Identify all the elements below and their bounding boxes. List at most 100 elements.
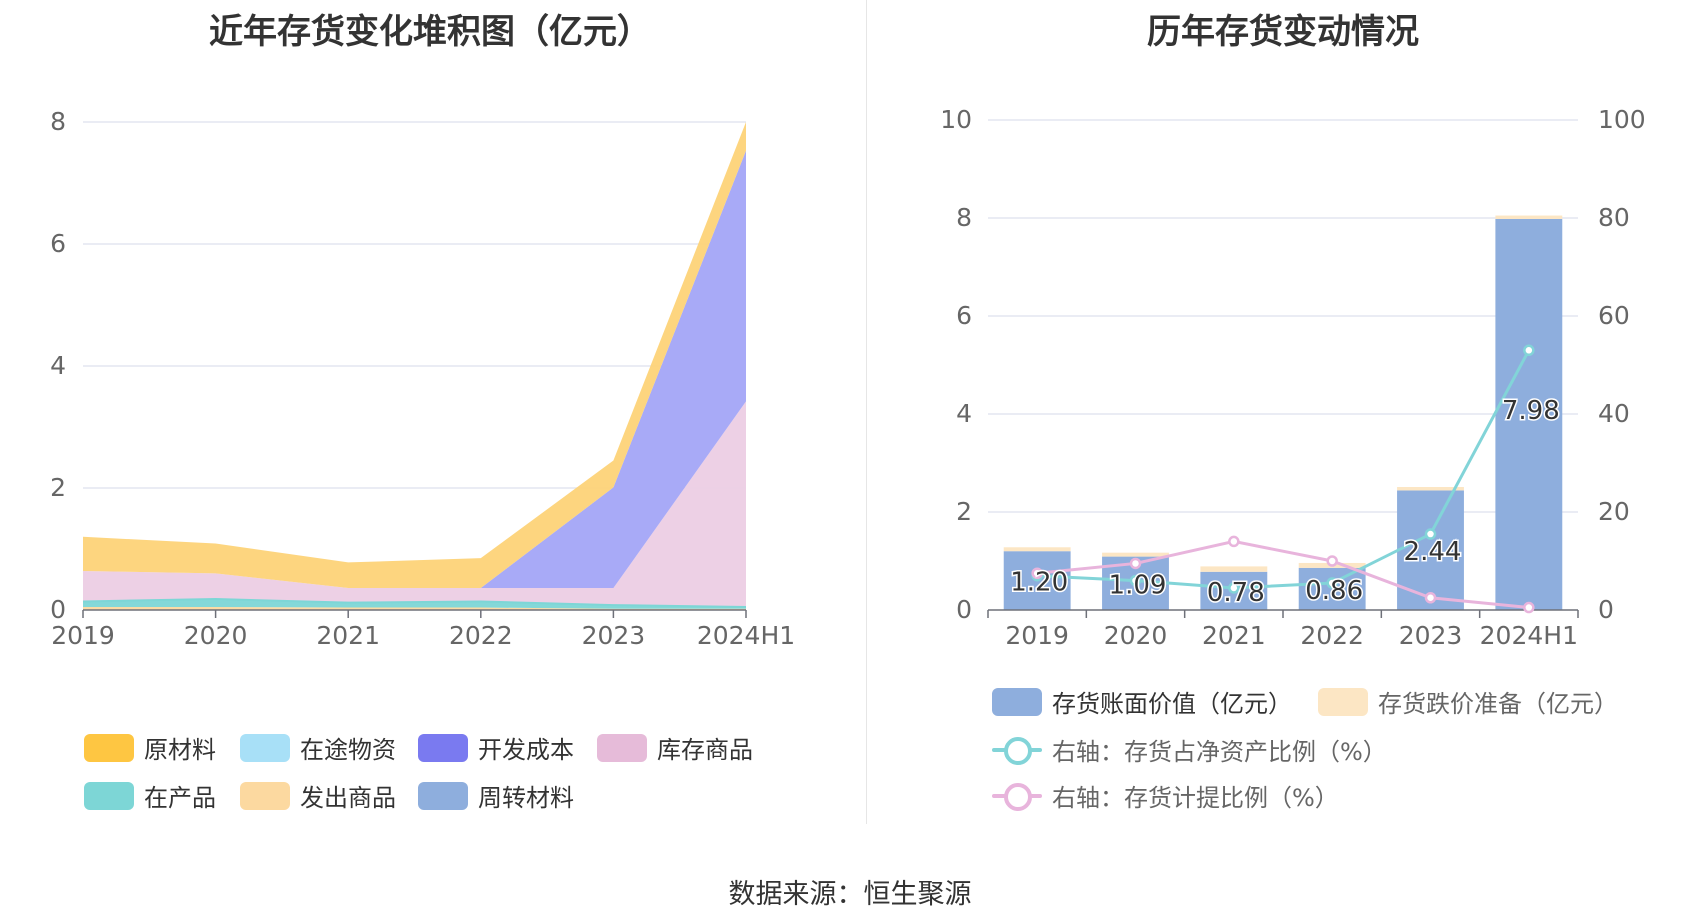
legend-swatch — [240, 733, 290, 762]
bar-value-label: 0.78 — [1207, 578, 1265, 608]
legend-item[interactable]: 发出商品 — [240, 778, 396, 813]
right-x-tick-label: 2020 — [1104, 621, 1168, 650]
legend-swatch — [418, 781, 468, 810]
line-in-product-edge — [82, 598, 747, 608]
line-point-2 — [1031, 567, 1043, 579]
bar-impairment — [1003, 547, 1071, 552]
area-5 — [83, 401, 746, 607]
legend-swatch — [992, 782, 1042, 811]
left-y-tick-label: 4 — [50, 351, 66, 380]
line-point-2 — [1129, 557, 1142, 570]
line-point-1 — [1228, 582, 1240, 594]
legend-swatch — [418, 733, 468, 762]
right-y2-tick-label: 80 — [1598, 203, 1630, 232]
legend-item[interactable]: 在途物资 — [240, 730, 396, 765]
legend-label: 在途物资 — [300, 736, 396, 764]
left-y-tick-label: 6 — [50, 229, 66, 258]
legend-label: 右轴：存货占净资产比例（%） — [1052, 738, 1387, 766]
legend-item[interactable]: 开发成本 — [418, 730, 574, 765]
legend-item[interactable]: 存货账面价值（亿元） — [992, 684, 1292, 719]
legend-label: 存货账面价值（亿元） — [1052, 690, 1292, 718]
legend-swatch — [992, 687, 1042, 716]
legend-item[interactable]: 右轴：存货占净资产比例（%） — [992, 732, 1387, 767]
right-y-tick-label: 0 — [956, 595, 972, 624]
line-point-2 — [1326, 555, 1338, 567]
left-x-tick-label: 2024H1 — [697, 621, 795, 650]
line-series-1 — [1037, 349, 1531, 590]
right-y2-tick-label: 60 — [1598, 301, 1630, 330]
data-source-note: 数据来源：恒生聚源 — [728, 879, 972, 910]
line-point-2 — [1523, 601, 1535, 614]
legend-swatch — [84, 733, 134, 762]
legend-swatch — [597, 733, 647, 762]
legend-label: 在产品 — [144, 784, 216, 812]
line-point-1 — [1129, 574, 1142, 587]
left-chart-title: 近年存货变化堆积图（亿元） — [209, 12, 651, 52]
area-6 — [83, 150, 746, 589]
legend-label: 开发成本 — [478, 736, 574, 764]
legend-swatch — [992, 736, 1042, 765]
bar-value-label: 1.20 — [1010, 568, 1068, 598]
area-1 — [83, 606, 746, 610]
legend-label: 原材料 — [144, 736, 216, 764]
panel-divider — [866, 0, 867, 824]
right-y2-tick-label: 0 — [1598, 595, 1614, 624]
legend-item[interactable]: 存货跌价准备（亿元） — [1318, 684, 1618, 719]
legend-item[interactable]: 右轴：存货计提比例（%） — [992, 778, 1339, 813]
bar-impairment — [1495, 215, 1563, 219]
right-x-tick-label: 2022 — [1300, 621, 1364, 650]
legend-label: 右轴：存货计提比例（%） — [1052, 784, 1339, 812]
line-point-1 — [1523, 344, 1535, 357]
bar-book-value — [1298, 567, 1366, 610]
line-point-1 — [1326, 577, 1338, 589]
line-series-2 — [1037, 539, 1529, 610]
legend-label: 发出商品 — [300, 784, 396, 812]
left-x-tick-label: 2022 — [449, 621, 513, 650]
bar-value-label: 7.98 — [1502, 396, 1560, 426]
right-y2-tick-label: 20 — [1598, 497, 1630, 526]
right-y2-tick-label: 40 — [1598, 399, 1630, 428]
right-y-tick-label: 6 — [956, 301, 972, 330]
left-y-tick-label: 8 — [50, 107, 66, 136]
left-x-tick-label: 2023 — [582, 621, 646, 650]
bar-impairment — [1397, 487, 1464, 491]
right-x-tick-label: 2021 — [1202, 621, 1266, 650]
right-y-tick-label: 4 — [956, 399, 972, 428]
right-x-tick-label: 2024H1 — [1480, 621, 1578, 650]
legend-swatch — [84, 781, 134, 810]
legend-swatch — [1318, 687, 1368, 716]
bar-value-label: 2.44 — [1404, 537, 1462, 567]
legend-item[interactable]: 库存商品 — [597, 730, 753, 765]
line-point-2 — [1228, 535, 1240, 548]
left-y-tick-label: 2 — [50, 473, 66, 502]
legend-item[interactable]: 周转材料 — [418, 778, 574, 813]
legend-label: 存货跌价准备（亿元） — [1378, 690, 1618, 718]
right-chart-title: 历年存货变动情况 — [1147, 12, 1419, 52]
legend-item[interactable]: 原材料 — [84, 730, 216, 765]
left-x-tick-label: 2019 — [51, 621, 115, 650]
left-x-tick-label: 2021 — [316, 621, 380, 650]
legend-swatch — [240, 781, 290, 810]
line-point-2 — [1424, 592, 1437, 604]
right-y-tick-label: 10 — [940, 105, 972, 134]
area-7 — [83, 122, 746, 589]
left-y-tick-label: 0 — [50, 595, 66, 624]
legend-label: 周转材料 — [478, 784, 574, 812]
bar-impairment — [1200, 566, 1268, 572]
right-y-tick-label: 2 — [956, 497, 972, 526]
legend-marker — [1004, 782, 1032, 811]
bar-value-label: 0.86 — [1305, 576, 1363, 606]
legend-marker — [1004, 736, 1032, 765]
area-3 — [83, 599, 746, 609]
line-point-1 — [1424, 528, 1437, 540]
bar-impairment — [1102, 552, 1169, 557]
right-x-tick-label: 2023 — [1399, 621, 1463, 650]
legend-label: 库存商品 — [657, 736, 753, 764]
bar-book-value — [1495, 218, 1563, 611]
legend-item[interactable]: 在产品 — [84, 778, 216, 813]
left-x-tick-label: 2020 — [184, 621, 248, 650]
bar-value-label: 1.09 — [1109, 570, 1167, 600]
right-y2-tick-label: 100 — [1598, 105, 1646, 134]
right-x-tick-label: 2019 — [1005, 621, 1069, 650]
